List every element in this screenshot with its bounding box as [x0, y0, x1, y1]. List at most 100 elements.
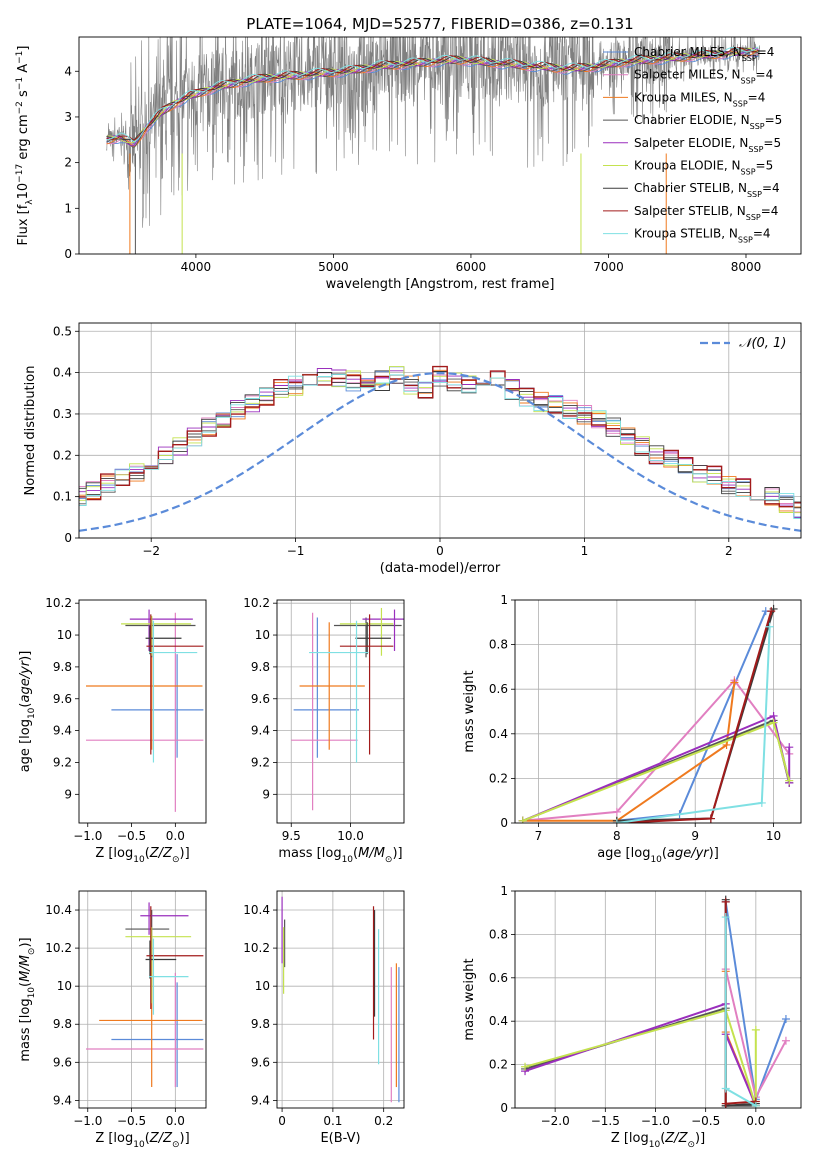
y-axis-label-part: Flux [f: [16, 204, 31, 245]
x-tick-label: −0.5: [691, 1114, 720, 1128]
y-tick-label: 9.8: [53, 660, 72, 674]
y-tick-label: 9.4: [251, 1093, 270, 1107]
x-axis-label: Z [log10(Z/Z⊙)]: [95, 1131, 189, 1150]
x-tick-label: 8: [613, 829, 621, 843]
legend-entry: Chabrier STELIB, NSSP=4: [634, 181, 780, 199]
x-tick-label: −1: [287, 544, 305, 558]
x-tick-label: −1.0: [641, 1114, 670, 1128]
x-tick-label: −1.0: [73, 1114, 102, 1128]
y-tick-label: 9.4: [53, 1093, 72, 1107]
mass-weight-line: [616, 610, 773, 823]
y-axis-label-part: A: [16, 64, 31, 77]
y-tick-label: 0.4: [53, 366, 72, 380]
mass-weight-line: [524, 1009, 757, 1107]
mass_vs_ebv-panel: 0 0.1 0.2 9.4 9.6 9.8 10 10.2 10.4 E(B-V): [243, 890, 405, 1146]
mass-weight-marker: [721, 1084, 730, 1093]
y-tick-label: 9: [262, 787, 270, 801]
legend-suffix: =5: [756, 159, 774, 173]
x-axis-label-part: Z [log: [611, 1131, 649, 1146]
legend-entry: Chabrier MILES, NSSP=4: [634, 45, 774, 63]
normal-curve: [79, 371, 801, 532]
x-tick-label: −2.0: [541, 1114, 570, 1128]
x-axis-label: wavelength [Angstrom, rest frame]: [326, 277, 555, 292]
mass-weight-marker: [612, 807, 621, 816]
y-axis-label-part: s: [16, 90, 31, 101]
y-tick-label: 0: [500, 816, 508, 830]
mass-weight-marker: [757, 798, 766, 807]
x-tick-label: 10.0: [337, 829, 364, 843]
x-tick-label: 0: [436, 544, 444, 558]
x-axis-label-part: Z [log: [95, 1131, 133, 1146]
x-tick-label: 0.0: [166, 829, 185, 843]
legend-sub: SSP: [738, 235, 753, 244]
x-axis-label-part: 10: [133, 1140, 145, 1150]
y-tick-label: 9.6: [251, 1055, 270, 1069]
residual-histogram: [79, 370, 801, 505]
y-axis-label-part: −1: [15, 51, 25, 64]
y-tick-label: 4: [64, 64, 72, 78]
legend-sub: SSP: [733, 99, 748, 108]
legend-entry: Kroupa ELODIE, NSSP=5: [634, 159, 773, 177]
mass-weight-marker: [612, 819, 621, 823]
x-tick-label: 8000: [731, 260, 762, 274]
x-axis-label-part: ⊙: [385, 855, 393, 865]
legend-entry: Salpeter MILES, NSSP=4: [634, 68, 773, 86]
y-axis-label: age [log10(age/yr)]: [18, 651, 37, 773]
mass-weight-marker: [706, 814, 715, 823]
y-tick-label: 0.2: [53, 448, 72, 462]
y-axis-label-part: mass weight: [462, 958, 477, 1040]
y-tick-label: 0.2: [489, 771, 508, 785]
y-tick-label: 10: [57, 979, 72, 993]
x-axis-label-part: )]: [695, 1131, 705, 1146]
legend-entry: Salpeter ELODIE, NSSP=5: [634, 136, 781, 154]
mass-weight-marker: [518, 816, 527, 823]
y-tick-label: 9.8: [53, 1017, 72, 1031]
x-axis-label-part: 10: [342, 855, 354, 865]
y-axis-label-part: mass weight: [462, 670, 477, 752]
massweight_vs_Z-panel: −2.0 −1.5 −1.0 −0.5 0.0 0 0.2 0.4 0.6 0.8 1 mass we…: [462, 884, 802, 1150]
x-tick-label: 1: [581, 544, 589, 558]
x-axis-label: Z [log10(Z/Z⊙)]: [95, 846, 189, 865]
mass-weight-marker: [721, 1099, 730, 1108]
legend-entry: Kroupa STELIB, NSSP=4: [634, 227, 771, 245]
mass-weight-marker: [781, 1036, 790, 1045]
legend-suffix: =4: [748, 90, 766, 104]
y-tick-label: 0: [500, 1101, 508, 1115]
y-axis-label-part: age [log: [18, 719, 33, 772]
y-tick-label: 0: [64, 531, 72, 545]
figure-title: PLATE=1064, MJD=52577, FIBERID=0386, z=0…: [246, 15, 633, 33]
x-axis-label-part: 10: [649, 1140, 661, 1150]
y-axis-label-part: M/M: [18, 955, 33, 982]
legend-text: Salpeter MILES, N: [634, 68, 741, 82]
y-axis-label: mass weight: [462, 670, 477, 752]
y-tick-label: 9: [64, 787, 72, 801]
y-tick-label: 10: [255, 979, 270, 993]
mass-weight-marker: [781, 1015, 790, 1024]
y-tick-label: 10: [255, 628, 270, 642]
residual_hist-panel: −2 −1 0 1 2 0 0.1 0.2 0.3 0.4 0.5 (data-model)/erro…: [23, 322, 802, 576]
legend-suffix: =4: [762, 181, 780, 195]
x-tick-label: −1.5: [591, 1114, 620, 1128]
y-tick-label: 9.6: [53, 1055, 72, 1069]
y-tick-label: 9.2: [53, 755, 72, 769]
x-axis-label-part: ⊙: [687, 1140, 695, 1150]
y-axis-label-part: (: [18, 703, 33, 708]
legend-text: Kroupa MILES, N: [634, 90, 733, 104]
y-tick-label: 2: [64, 156, 72, 170]
x-tick-label: 0.2: [374, 1114, 393, 1128]
y-tick-label: 0.6: [489, 971, 508, 985]
plot-area: [79, 365, 801, 532]
x-axis-label-part: (: [145, 846, 150, 861]
x-axis-label-part: (: [353, 846, 358, 861]
x-tick-label: 2: [725, 544, 733, 558]
plot-area: [291, 607, 404, 811]
legend-sub: SSP: [746, 212, 761, 221]
x-tick-label: 9: [691, 829, 699, 843]
y-tick-label: 1: [500, 593, 508, 607]
x-tick-label: 9.5: [282, 829, 301, 843]
residual-histogram: [79, 366, 801, 518]
residual-histogram: [79, 371, 801, 509]
